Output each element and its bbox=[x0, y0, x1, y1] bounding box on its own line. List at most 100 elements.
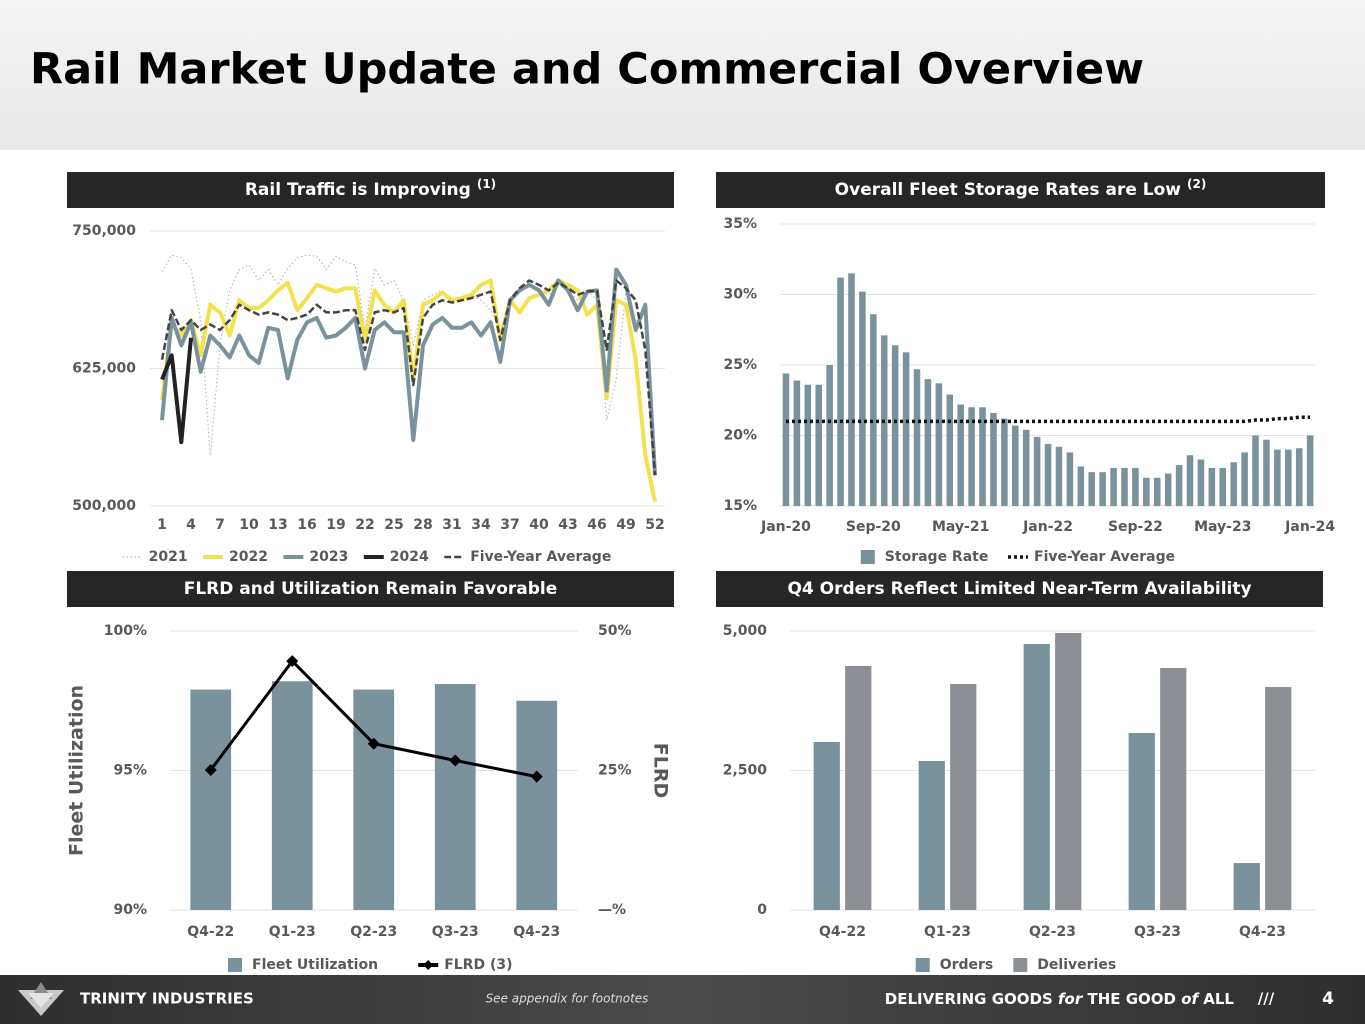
x-tick-label: Q4-23 bbox=[513, 924, 560, 940]
marker bbox=[204, 763, 217, 776]
bar bbox=[1055, 446, 1063, 506]
page-number: 4 bbox=[1322, 989, 1334, 1009]
series-line bbox=[161, 254, 656, 470]
x-tick-label: Sep-22 bbox=[1108, 519, 1163, 535]
bar bbox=[1252, 435, 1259, 506]
y-tick-label: 25% bbox=[723, 357, 757, 373]
x-tick-label: 52 bbox=[645, 517, 664, 533]
y-tick-label: 15% bbox=[723, 498, 757, 514]
y-tick-label: 95% bbox=[113, 763, 147, 779]
panel-title: Overall Fleet Storage Rates are Low (2) bbox=[835, 177, 1207, 201]
bar bbox=[1230, 462, 1237, 506]
bar bbox=[902, 352, 910, 506]
chart: Q4 Orders Reflect Limited Near-Term Avai… bbox=[716, 571, 1323, 973]
bar bbox=[1160, 667, 1187, 910]
x-tick-label: 19 bbox=[326, 517, 345, 533]
bar bbox=[1306, 435, 1314, 506]
bar bbox=[1265, 687, 1292, 910]
panel-title: Q4 Orders Reflect Limited Near-Term Avai… bbox=[787, 579, 1251, 599]
bar bbox=[957, 404, 964, 506]
tagline-part: for bbox=[1058, 990, 1084, 1008]
legend-label: Five-Year Average bbox=[1034, 549, 1175, 565]
tagline-part: ALL bbox=[1198, 990, 1234, 1008]
x-tick-label: 22 bbox=[355, 517, 374, 533]
marker bbox=[367, 737, 380, 750]
x-tick-label: 31 bbox=[442, 517, 461, 533]
panel-title-text: Overall Fleet Storage Rates are Low bbox=[835, 180, 1182, 200]
y-tick-label: 20% bbox=[723, 428, 757, 444]
slide-title: Rail Market Update and Commercial Overvi… bbox=[30, 45, 1144, 95]
x-tick-label: 4 bbox=[186, 517, 196, 533]
x-tick-label: Q4-23 bbox=[1239, 924, 1286, 940]
bar bbox=[1219, 467, 1227, 506]
footnote-note: See appendix for footnotes bbox=[486, 992, 649, 1006]
bar bbox=[1208, 467, 1216, 506]
x-tick-label: Q1-23 bbox=[924, 924, 971, 940]
series-line bbox=[160, 267, 657, 476]
panel-title: Rail Traffic is Improving (1) bbox=[245, 177, 496, 201]
x-tick-label: 7 bbox=[215, 517, 225, 533]
x-tick-label: 25 bbox=[384, 517, 403, 533]
x-tick-label: 28 bbox=[413, 517, 432, 533]
legend-label: 2024 bbox=[390, 549, 429, 565]
bar bbox=[1055, 633, 1082, 910]
panel-header bbox=[67, 172, 674, 208]
bar bbox=[1128, 733, 1155, 910]
y-tick-label: 100% bbox=[104, 623, 147, 639]
chart: Rail Traffic is Improving (1) 500,000 625,0… bbox=[67, 172, 674, 565]
logo bbox=[18, 982, 64, 1016]
bar bbox=[353, 689, 395, 910]
marker bbox=[449, 754, 462, 767]
x-tick-label: 13 bbox=[268, 517, 287, 533]
bar bbox=[1241, 452, 1248, 506]
y-tick-label: 5,000 bbox=[723, 623, 768, 639]
bar bbox=[1088, 472, 1096, 506]
series-line bbox=[160, 279, 657, 476]
header-band bbox=[0, 0, 1365, 150]
x-tick-label: 46 bbox=[587, 517, 606, 533]
panel-header bbox=[716, 172, 1325, 208]
x-tick-label: Q2-23 bbox=[350, 924, 397, 940]
legend-label: Deliveries bbox=[1037, 957, 1116, 973]
panel-header bbox=[67, 571, 674, 607]
bar bbox=[271, 681, 313, 910]
y2-axis-title: FLRD bbox=[650, 743, 672, 799]
x-tick-label: 49 bbox=[616, 517, 635, 533]
x-tick-label: 1 bbox=[157, 517, 167, 533]
panel-title-note: (2) bbox=[1187, 177, 1206, 191]
bar bbox=[1164, 473, 1172, 506]
y-tick-label: 0 bbox=[757, 902, 767, 918]
y-tick-label: 625,000 bbox=[72, 361, 136, 377]
x-tick-label: Sep-20 bbox=[846, 519, 901, 535]
marker bbox=[286, 655, 299, 668]
bar bbox=[1143, 477, 1150, 506]
bar bbox=[1099, 472, 1106, 506]
y2-tick-label: —% bbox=[598, 902, 626, 918]
y-tick-label: 35% bbox=[723, 216, 757, 232]
bar bbox=[968, 407, 975, 506]
bar bbox=[837, 277, 844, 506]
y-tick-label: 750,000 bbox=[72, 223, 136, 239]
x-tick-label: May-23 bbox=[1194, 519, 1251, 535]
chart: FLRD and Utilization Remain Favorable 90%… bbox=[66, 571, 674, 973]
bar bbox=[1077, 466, 1085, 506]
x-tick-label: 40 bbox=[529, 517, 549, 533]
x-tick-label: Q4-22 bbox=[819, 924, 866, 940]
bar bbox=[815, 384, 822, 506]
y-tick-label: 90% bbox=[113, 902, 147, 918]
x-tick-label: Q2-23 bbox=[1029, 924, 1076, 940]
bar bbox=[1285, 449, 1292, 506]
bar bbox=[1132, 467, 1139, 506]
bar bbox=[1066, 452, 1074, 506]
bar bbox=[848, 273, 855, 506]
legend-label: 2021 bbox=[149, 549, 188, 565]
bar bbox=[979, 407, 986, 506]
bar bbox=[516, 700, 558, 910]
x-tick-label: Q3-23 bbox=[432, 924, 479, 940]
tagline-part: DELIVERING GOODS bbox=[885, 990, 1058, 1008]
legend-label: Orders bbox=[940, 957, 994, 973]
marker bbox=[530, 770, 543, 783]
bar bbox=[826, 365, 833, 506]
legend-label: Storage Rate bbox=[885, 549, 989, 565]
